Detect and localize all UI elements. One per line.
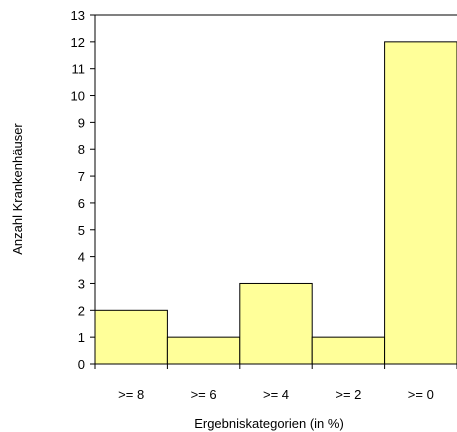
- y-tick-label: 1: [78, 330, 85, 345]
- bar-2: [239, 282, 313, 365]
- bar-0: [94, 309, 168, 365]
- x-tick-label: >= 4: [263, 387, 289, 402]
- bar-3: [311, 336, 386, 365]
- y-tick-label: 5: [78, 223, 85, 238]
- x-axis-label: Ergebniskategorien (in %): [194, 416, 344, 431]
- y-tick-label: 6: [78, 196, 85, 211]
- y-tick-label: 9: [78, 115, 85, 130]
- x-tick-label: >= 2: [335, 387, 361, 402]
- y-tick-label: 0: [78, 357, 85, 372]
- bars-group: [94, 41, 457, 365]
- bar-4: [384, 41, 457, 365]
- y-tick-label: 3: [78, 276, 85, 291]
- y-tick-label: 12: [71, 35, 85, 50]
- y-tick-label: 4: [78, 250, 85, 265]
- y-tick-label: 11: [72, 62, 86, 77]
- x-tick-label: >= 8: [118, 387, 144, 402]
- y-axis-label: Anzahl Krankenhäuser: [10, 123, 25, 255]
- y-tick-label: 10: [71, 89, 85, 104]
- y-tick-label: 2: [78, 303, 85, 318]
- bar-1: [166, 336, 241, 365]
- y-tick-label: 7: [78, 169, 85, 184]
- x-tick-label: >= 0: [408, 387, 434, 402]
- y-tick-label: 13: [71, 8, 85, 23]
- x-axis: >= 8 >= 6 >= 4 >= 2 >= 0: [90, 363, 457, 402]
- y-tick-label: 8: [78, 142, 85, 157]
- x-tick-label: >= 6: [191, 387, 217, 402]
